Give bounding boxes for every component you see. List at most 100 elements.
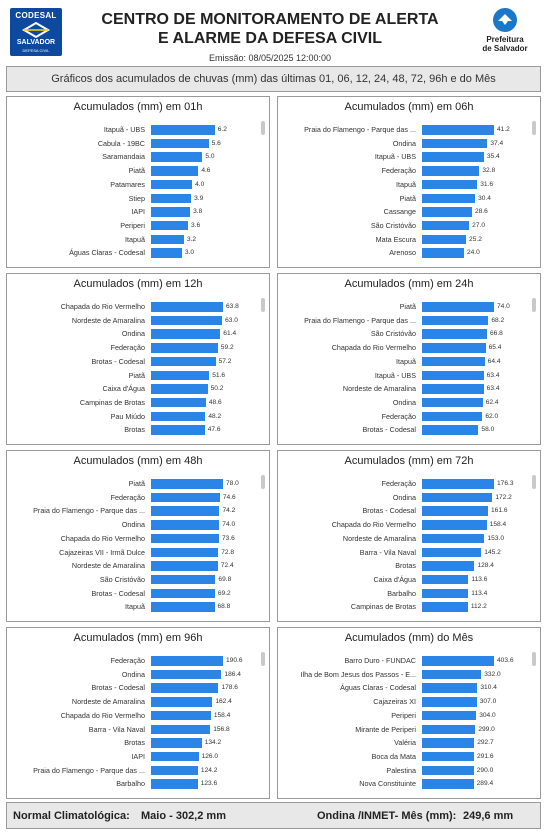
bar-mark — [422, 166, 480, 176]
codesal-logo-city: SALVADOR — [16, 39, 56, 46]
bar-value-label: 304.0 — [479, 711, 496, 719]
chart-title: Acumulados (mm) em 24h — [344, 278, 474, 290]
category-label: Piatã — [128, 479, 145, 488]
panel-scrollbar[interactable] — [532, 121, 536, 135]
category-label: Praia do Flamengo - Parque das ... — [304, 315, 416, 325]
panel-scrollbar[interactable] — [532, 475, 536, 489]
chart-row: Itapuã - UBS 35.4 — [278, 150, 540, 164]
chart-row: Caixa d'Água 113.6 — [278, 573, 540, 587]
category-label: Periperi — [120, 220, 145, 230]
climatological-normal-label: Normal Climatológica: — [13, 810, 130, 822]
category-label: Brotas - Codesal — [362, 506, 416, 516]
title-line-2: E ALARME DA DEFESA CIVIL — [157, 30, 382, 47]
chart-title: Acumulados (mm) em 01h — [73, 101, 203, 113]
bar-value-label: 289.4 — [476, 780, 494, 788]
bar-mark — [422, 179, 478, 190]
chart-row: Periperi 3.6 — [7, 219, 269, 233]
category-label: Campinas de Brotas — [79, 397, 145, 407]
ondina-inmet-value: 249,6 mm — [463, 810, 514, 822]
chart-row: Palestina 290.0 — [278, 764, 540, 778]
bar-mark — [422, 724, 476, 734]
bar-value-label: 299.0 — [478, 725, 495, 733]
bar-value-label: 41.2 — [497, 126, 510, 133]
chart-row: Piatã 74.0 — [278, 300, 540, 314]
category-label: Arenoso — [389, 248, 416, 258]
bar-mark — [422, 574, 469, 585]
category-label: Federação — [381, 411, 416, 421]
chart-row: Praia do Flamengo - Parque das ... 68.2 — [278, 314, 540, 328]
bar-mark — [422, 329, 487, 339]
chart-row: Ondina 61.4 — [7, 327, 269, 341]
bar-value-label: 310.4 — [480, 684, 497, 692]
category-label: Itapuã — [396, 179, 416, 189]
panel-scrollbar[interactable] — [261, 652, 265, 666]
chart-row: Brotas - Codesal 178.6 — [7, 681, 269, 695]
chart-title: Acumulados (mm) em 48h — [73, 455, 203, 467]
bar-value-label: 126.0 — [201, 752, 219, 760]
chart-row: Águas Claras - Codesal 310.4 — [278, 681, 540, 695]
chart-row: IAPI 126.0 — [7, 750, 269, 764]
category-label: Chapada do Rio Vermelho — [60, 533, 145, 543]
chart-row: Barra - Vila Naval 145.2 — [278, 546, 540, 560]
chart-row: Nordeste de Amaralina 63.0 — [7, 314, 269, 328]
bar-value-label: 63.4 — [486, 385, 500, 393]
bar-mark — [151, 547, 219, 557]
panel-scrollbar[interactable] — [261, 121, 265, 135]
bar-mark — [151, 520, 220, 530]
bar-mark — [422, 561, 475, 571]
category-label: Pau Miúdo — [110, 411, 145, 421]
chart-row: Ondina 172.2 — [278, 491, 540, 505]
panel-scrollbar[interactable] — [532, 298, 536, 312]
chart-row: Cajazeiras VII - Irmã Dulce 72.8 — [7, 546, 269, 560]
chart-row: Federação 176.3 — [278, 477, 540, 491]
bar-mark — [422, 520, 487, 530]
chart-row: Brotas - Codesal 69.2 — [7, 587, 269, 601]
bar-value-label: 62.4 — [485, 398, 499, 406]
category-label: Nordeste de Amaralina — [342, 533, 416, 543]
category-label: Ondina — [121, 520, 145, 530]
chart-panel: Acumulados (mm) em 01h Itapuã - UBS 6.2 Cab… — [6, 96, 270, 268]
bar-mark — [151, 152, 203, 162]
bar-value-label: 3.2 — [186, 235, 197, 243]
category-label: Cabula - 19BC — [97, 138, 145, 148]
chart-row: Ondina 186.4 — [7, 668, 269, 682]
chart-row: Ilha de Bom Jesus dos Passos - E... 332.0 — [278, 668, 540, 682]
chart-panel: Acumulados (mm) em 12h Chapada do Rio Ver… — [6, 273, 270, 445]
bar-mark — [151, 683, 219, 693]
category-label: Itapuã - UBS — [103, 125, 145, 134]
codesal-logo-text: CODESAL — [15, 11, 57, 20]
chart-row: Nova Constituinte 289.4 — [278, 777, 540, 791]
bar-mark — [151, 779, 198, 789]
bar-value-label: 48.6 — [208, 398, 222, 406]
category-label: Ondina — [392, 492, 416, 502]
category-label: Campinas de Brotas — [350, 602, 416, 612]
panel-scrollbar[interactable] — [532, 652, 536, 666]
ondina-inmet-label: Ondina /INMET- Mês (mm): — [317, 810, 457, 822]
category-label: Ilha de Bom Jesus dos Passos - E... — [300, 669, 416, 679]
bar-mark — [151, 574, 216, 585]
bar-mark — [422, 234, 467, 245]
chart-title: Acumulados (mm) em 96h — [73, 632, 203, 644]
chart-row: Chapada do Rio Vermelho 158.4 — [278, 518, 540, 532]
chart-row: Cassange 28.6 — [278, 205, 540, 219]
panel-scrollbar[interactable] — [261, 298, 265, 312]
chart-panel: Acumulados (mm) em 48h Piatã 78.0 Federação… — [6, 450, 270, 622]
bar-mark — [422, 248, 464, 258]
bar-mark — [151, 384, 208, 394]
bar-value-label: 61.4 — [223, 330, 237, 338]
bar-value-label: 63.4 — [486, 371, 500, 379]
bar-value-label: 3.6 — [191, 221, 201, 229]
chart-row: Saramandaia 5.0 — [7, 150, 269, 164]
chart-row: Cajazeiras XI 307.0 — [278, 695, 540, 709]
category-label: Itapuã — [125, 602, 145, 612]
bar-mark — [422, 425, 479, 435]
category-label: Itapuã - UBS — [374, 370, 416, 380]
bar-value-label: 112.2 — [470, 603, 487, 611]
category-label: Chapada do Rio Vermelho — [60, 302, 145, 311]
bar-mark — [151, 669, 222, 680]
title-line-1: CENTRO DE MONITORAMENTO DE ALERTA — [101, 11, 439, 28]
bar-value-label: 156.8 — [213, 725, 230, 733]
chart-row: Nordeste de Amaralina 153.0 — [278, 532, 540, 546]
panel-scrollbar[interactable] — [261, 475, 265, 489]
bar-value-label: 161.6 — [490, 507, 508, 515]
